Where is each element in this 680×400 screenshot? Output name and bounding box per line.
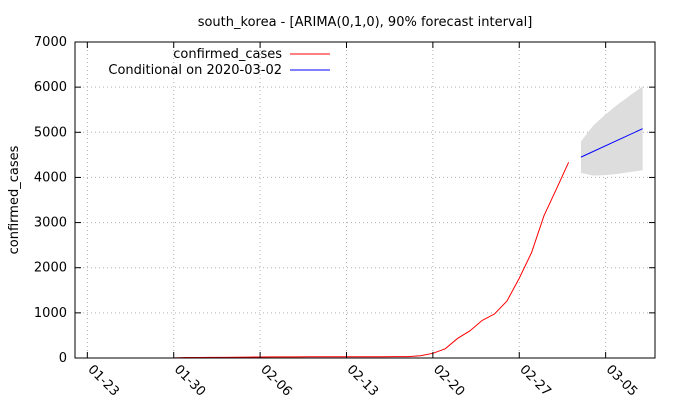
y-tick-label: 6000	[34, 80, 67, 95]
chart-title: south_korea - [ARIMA(0,1,0), 90% forecas…	[198, 15, 533, 30]
y-tick-label: 7000	[34, 35, 67, 50]
legend: confirmed_cases Conditional on 2020-03-0…	[108, 47, 330, 78]
y-tick-label: 1000	[34, 306, 67, 321]
forecast-band-layer	[580, 86, 643, 176]
y-tick-label: 0	[59, 351, 67, 366]
plot-frame	[74, 41, 656, 359]
legend-label-conditional: Conditional on 2020-03-02	[108, 63, 282, 78]
y-tick-label: 5000	[34, 125, 67, 140]
y-tick-label: 4000	[34, 170, 67, 185]
forecast-interval-band	[580, 86, 643, 176]
legend-label-confirmed-cases: confirmed_cases	[173, 47, 282, 62]
series-layer	[173, 128, 643, 359]
series-line-conditional	[580, 128, 643, 158]
y-tick-label: 2000	[34, 261, 67, 276]
series-line-confirmed-cases	[173, 162, 570, 359]
y-axis-title: confirmed_cases	[7, 145, 22, 254]
y-tick-label: 3000	[34, 216, 67, 231]
grid-layer	[75, 42, 655, 358]
